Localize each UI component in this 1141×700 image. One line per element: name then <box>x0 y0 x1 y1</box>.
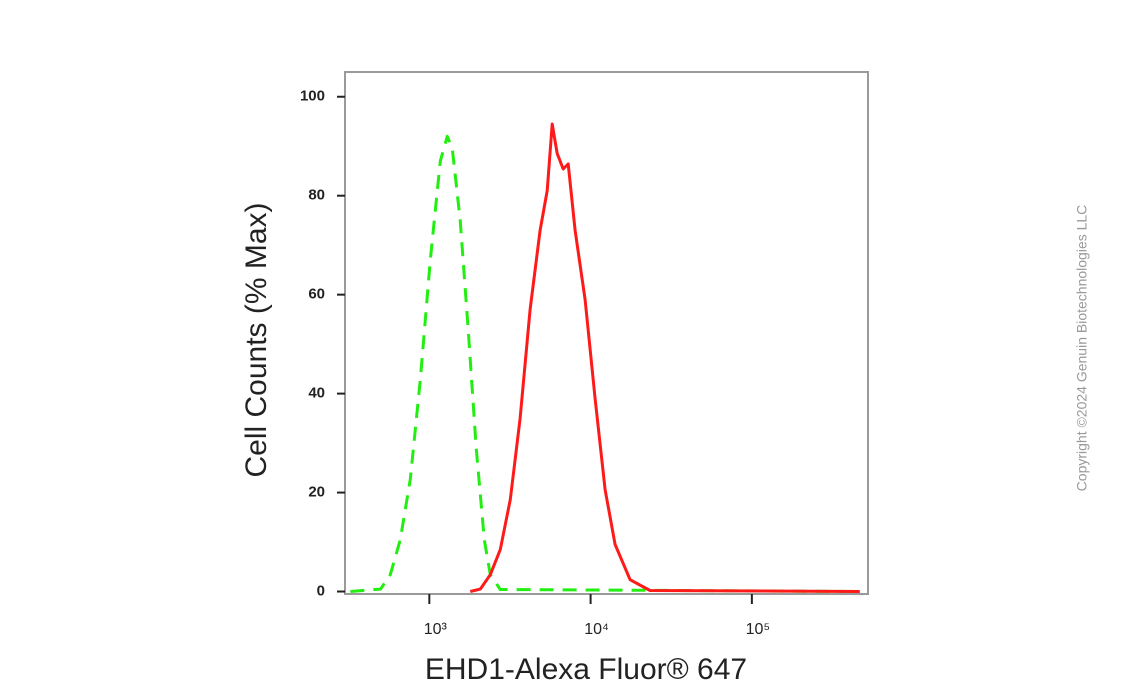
y-tick-label: 40 <box>308 385 325 402</box>
x-axis-title: EHD1-Alexa Fluor® 647 <box>425 653 747 686</box>
y-tick-label: 100 <box>300 88 325 105</box>
plot-frame <box>344 71 869 595</box>
y-tick-label: 80 <box>308 187 325 204</box>
copyright: Copyright ©2024 Genuin Biotechnologies L… <box>1074 205 1090 492</box>
x-tick-label: 10⁵ <box>746 621 770 638</box>
y-tick-label: 60 <box>308 286 325 303</box>
y-tick-label: 20 <box>308 484 325 501</box>
x-tick-label: 10³ <box>424 621 448 638</box>
histogram-line <box>350 134 860 593</box>
histogram-line <box>469 122 860 593</box>
y-axis-title: Cell Counts (% Max) <box>240 202 273 477</box>
x-tick-label: 10⁴ <box>584 621 609 638</box>
y-tick-label: 0 <box>317 582 325 599</box>
